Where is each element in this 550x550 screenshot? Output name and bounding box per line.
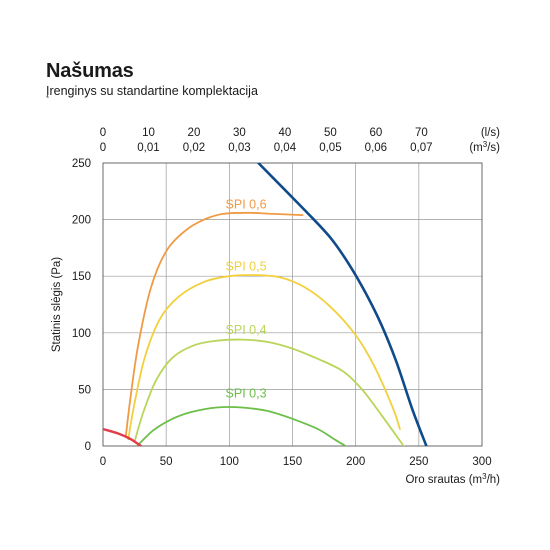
y-axis-label: Statinis slėgis (Pa) xyxy=(51,257,63,352)
series-label-spi-0-3: SPI 0,3 xyxy=(226,386,267,400)
x-tick-label: 100 xyxy=(220,456,239,468)
y-tick-label: 0 xyxy=(85,441,91,453)
top-tick-label-m3s: 0,06 xyxy=(365,142,387,154)
top-axis-unit-ls: (l/s) xyxy=(481,127,500,139)
top-tick-label-m3s: 0,05 xyxy=(319,142,341,154)
top-tick-label-m3s: 0,03 xyxy=(228,142,250,154)
curve-spi-0-5 xyxy=(127,274,401,441)
x-tick-label: 0 xyxy=(100,456,106,468)
series-labels: SPI 0,6 SPI 0,5 SPI 0,4 SPI 0,3 xyxy=(226,197,267,400)
series-label-spi-0-5: SPI 0,5 xyxy=(226,260,267,274)
top-tick-label-m3s: 0,02 xyxy=(183,142,205,154)
page-subtitle: Įrenginys su standartine komplektacija xyxy=(46,84,258,98)
curve-spi-0-6 xyxy=(124,211,304,438)
limit-curve xyxy=(103,427,143,446)
top-tick-label-m3s: 0,07 xyxy=(410,142,432,154)
top-tick-label-ls: 60 xyxy=(369,127,382,139)
x-tick-label: 150 xyxy=(283,456,302,468)
top-tick-label-m3s: 0,01 xyxy=(137,142,159,154)
y-tick-label: 50 xyxy=(78,384,91,396)
series-label-spi-0-4: SPI 0,4 xyxy=(226,323,267,337)
y-tick-label: 100 xyxy=(72,328,91,340)
top-tick-label-ls: 10 xyxy=(142,127,155,139)
curve-spi-0-3 xyxy=(136,406,347,446)
page-title: Našumas xyxy=(46,60,134,82)
x-tick-label: 50 xyxy=(160,456,173,468)
top-tick-label-ls: 40 xyxy=(279,127,292,139)
y-tick-label: 200 xyxy=(72,215,91,227)
top-axis-unit-m3s: (m3/s) xyxy=(469,140,500,154)
curve-spi-0-4 xyxy=(133,338,405,446)
top-tick-label-ls: 20 xyxy=(188,127,201,139)
x-tick-label: 300 xyxy=(472,456,491,468)
top-tick-label-ls: 50 xyxy=(324,127,337,139)
grid-lines xyxy=(102,162,483,447)
y-tick-label: 150 xyxy=(72,271,91,283)
plot-frame xyxy=(102,162,483,447)
x-tick-label: 200 xyxy=(346,456,365,468)
x-axis-label: Oro srautas (m3/h) xyxy=(405,472,500,486)
top-tick-label-m3s: 0 xyxy=(100,142,106,154)
top-tick-label-ls: 30 xyxy=(233,127,246,139)
top-tick-label-ls: 0 xyxy=(100,127,106,139)
top-tick-label-m3s: 0,04 xyxy=(274,142,297,154)
series-label-spi-0-6: SPI 0,6 xyxy=(226,197,267,211)
y-tick-label: 250 xyxy=(72,158,91,170)
top-tick-label-ls: 70 xyxy=(415,127,428,139)
x-tick-label: 250 xyxy=(409,456,428,468)
fan-curve xyxy=(257,163,428,446)
curves xyxy=(103,163,428,446)
